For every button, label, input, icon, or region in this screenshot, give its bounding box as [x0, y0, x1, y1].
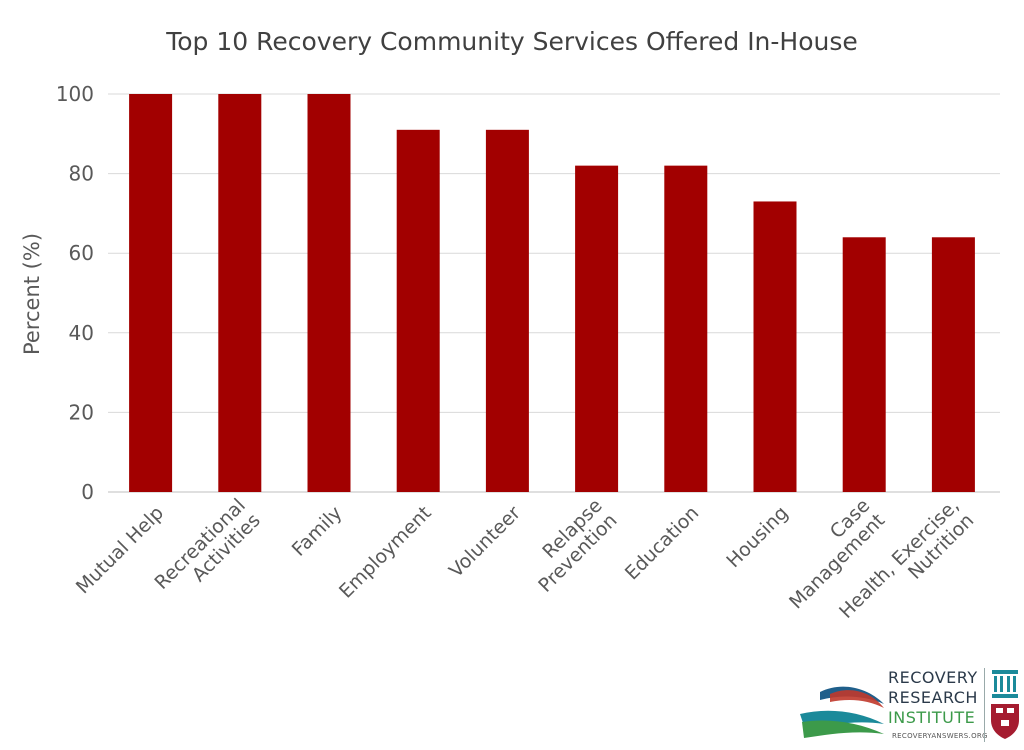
institution-shield-icon: [991, 670, 1019, 739]
y-tick-label: 40: [69, 321, 94, 345]
bar: [842, 237, 886, 492]
x-tick-label: Volunteer: [445, 502, 525, 582]
bar: [218, 94, 262, 492]
x-tick-label: Employment: [335, 502, 436, 603]
chart-title: Top 10 Recovery Community Services Offer…: [165, 27, 858, 56]
x-tick-label: RecreationalActivities: [151, 495, 265, 609]
bar: [396, 129, 440, 492]
bar: [575, 165, 619, 492]
recovery-research-institute-logo: RECOVERY RESEARCH INSTITUTE RECOVERYANSW…: [800, 664, 1024, 750]
logo-url: RECOVERYANSWERS.ORG: [892, 732, 988, 740]
x-tick-label: RelapsePrevention: [519, 495, 621, 597]
logo-swoosh-icon: [800, 686, 884, 738]
x-tick-label-line: Housing: [722, 502, 792, 572]
logo-word-recovery: RECOVERY: [888, 668, 978, 687]
y-tick-label: 80: [69, 162, 94, 186]
bar: [129, 94, 173, 492]
y-tick-label: 60: [69, 241, 94, 265]
x-tick-label: Family: [288, 502, 347, 561]
bar: [931, 237, 975, 492]
x-tick-label: Mutual Help: [72, 502, 168, 598]
bar: [485, 129, 529, 492]
y-tick-label: 100: [56, 82, 94, 106]
bar: [664, 165, 708, 492]
y-tick-label: 0: [81, 480, 94, 504]
y-axis-ticks: 0 20 40 60 80 100: [56, 82, 94, 504]
x-tick-label-line: Volunteer: [445, 502, 525, 582]
x-tick-label-line: Family: [288, 502, 347, 561]
y-tick-label: 20: [69, 400, 94, 424]
bar: [753, 201, 797, 492]
y-axis-label: Percent (%): [20, 233, 44, 355]
logo-divider: [984, 668, 985, 742]
x-tick-label: Education: [621, 502, 703, 584]
logo-word-research: RESEARCH: [888, 688, 978, 707]
bar: [307, 94, 351, 492]
x-tick-label-line: Employment: [335, 502, 436, 603]
logo-word-institute: INSTITUTE: [888, 708, 976, 727]
x-tick-label-line: Mutual Help: [72, 502, 168, 598]
x-tick-label-line: Education: [621, 502, 703, 584]
x-tick-label: Housing: [722, 502, 792, 572]
bars: [129, 94, 975, 492]
